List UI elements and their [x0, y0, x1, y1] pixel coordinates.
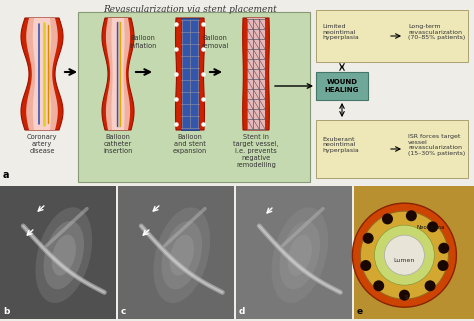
Circle shape	[373, 280, 384, 291]
Text: Balloon
catheter
insertion: Balloon catheter insertion	[103, 134, 133, 154]
Text: WOUND
HEALING: WOUND HEALING	[325, 80, 359, 92]
Text: Balloon
removal: Balloon removal	[201, 36, 228, 48]
Text: c: c	[121, 307, 127, 316]
Circle shape	[360, 260, 371, 271]
Bar	[316, 120, 468, 178]
Text: Limited
neointimal
hyperplasia: Limited neointimal hyperplasia	[322, 24, 359, 40]
Text: e: e	[357, 307, 363, 316]
Circle shape	[406, 210, 417, 221]
Ellipse shape	[154, 207, 210, 303]
Circle shape	[382, 213, 393, 224]
Ellipse shape	[170, 235, 194, 276]
Bar	[78, 12, 310, 182]
Ellipse shape	[52, 235, 76, 276]
Circle shape	[425, 280, 436, 291]
Ellipse shape	[280, 221, 320, 289]
Polygon shape	[26, 18, 58, 130]
Polygon shape	[102, 18, 134, 130]
Bar	[236, 186, 352, 319]
Circle shape	[438, 260, 448, 271]
Text: Balloon
inflation: Balloon inflation	[129, 36, 157, 48]
Text: S: S	[405, 295, 408, 300]
Ellipse shape	[162, 221, 202, 289]
Ellipse shape	[36, 207, 92, 303]
Circle shape	[438, 243, 449, 254]
Text: Lumen: Lumen	[394, 258, 415, 263]
Circle shape	[363, 233, 374, 244]
Text: a: a	[3, 170, 9, 180]
Polygon shape	[175, 18, 204, 130]
Text: Coronary
artery
disease: Coronary artery disease	[27, 134, 57, 154]
Circle shape	[427, 221, 438, 232]
Text: Stent in
target vessel,
i.e. prevents
negative
remodelling: Stent in target vessel, i.e. prevents ne…	[233, 134, 279, 168]
Polygon shape	[247, 18, 265, 130]
Polygon shape	[21, 18, 63, 130]
Polygon shape	[111, 18, 125, 130]
Polygon shape	[106, 18, 130, 130]
Circle shape	[360, 211, 448, 299]
Text: Exuberant
neointimal
hyperplasia: Exuberant neointimal hyperplasia	[322, 137, 359, 153]
Ellipse shape	[44, 221, 84, 289]
Text: ISR forces target
vessel
revascularization
(15–30% patients): ISR forces target vessel revascularizati…	[408, 134, 465, 156]
Circle shape	[374, 225, 434, 285]
Bar	[354, 186, 474, 319]
Text: Revascularization via stent placement: Revascularization via stent placement	[103, 5, 277, 14]
Polygon shape	[243, 18, 269, 130]
Circle shape	[399, 290, 410, 301]
Text: Neointima: Neointima	[416, 225, 445, 230]
Ellipse shape	[288, 235, 312, 276]
Circle shape	[384, 235, 424, 275]
Text: Long-term
revascularization
(70–85% patients): Long-term revascularization (70–85% pati…	[408, 24, 465, 40]
Ellipse shape	[272, 207, 328, 303]
Text: b: b	[3, 307, 9, 316]
Bar	[118, 186, 234, 319]
Text: Balloon
and stent
expansion: Balloon and stent expansion	[173, 134, 207, 154]
Bar	[316, 72, 368, 100]
Text: d: d	[239, 307, 246, 316]
Polygon shape	[33, 18, 51, 130]
Circle shape	[352, 203, 456, 307]
Bar	[316, 10, 468, 62]
Bar	[0, 186, 116, 319]
Polygon shape	[181, 18, 199, 130]
